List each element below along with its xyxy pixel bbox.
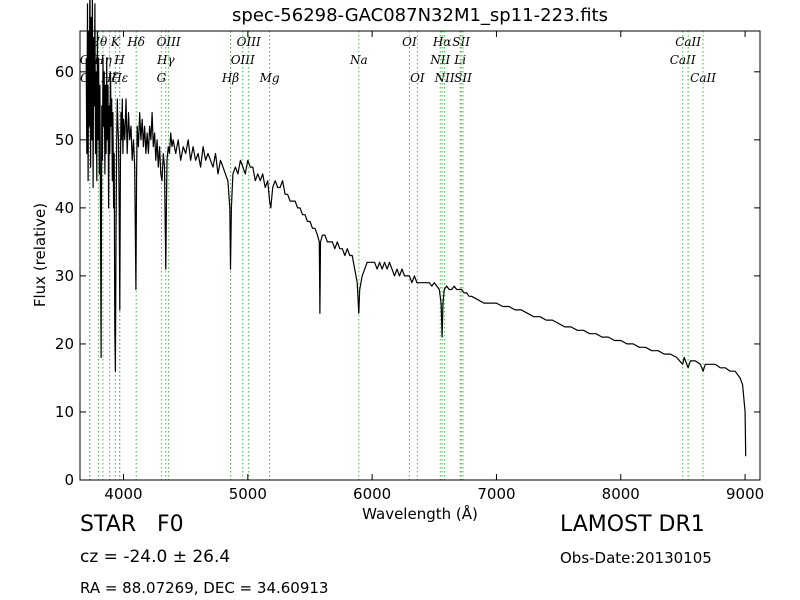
y-tick-label: 20: [55, 335, 74, 353]
x-tick-label: 4000: [104, 485, 142, 503]
spectral-line-label: Hδ: [126, 35, 145, 49]
spectral-line-label: CaII: [675, 35, 701, 49]
spectral-line-label: NII: [434, 71, 455, 85]
spectrum-line: [85, 0, 747, 457]
classification-label: STAR F0: [80, 512, 184, 537]
spectral-line-label: Mg: [259, 71, 280, 85]
redshift-label: cz = -24.0 ± 26.4: [80, 547, 231, 567]
x-tick-label: 5000: [229, 485, 267, 503]
y-tick-label: 30: [55, 267, 74, 285]
y-axis-label: Flux (relative): [31, 202, 49, 308]
spectral-line-label: G: [157, 71, 167, 85]
x-tick-label: 7000: [477, 485, 515, 503]
spectral-line-label: Na: [349, 53, 368, 67]
spectral-line-label: OIII: [157, 35, 181, 49]
x-tick-label: 9000: [726, 485, 764, 503]
survey-label: LAMOST DR1: [560, 512, 705, 537]
spectral-line-label: CaII: [670, 53, 696, 67]
spectral-line-label: Hε: [110, 71, 128, 85]
spectral-line-label: CaII: [690, 71, 716, 85]
x-tick-label: 8000: [602, 485, 640, 503]
y-tick-label: 40: [55, 199, 74, 217]
coordinates-label: RA = 88.07269, DEC = 34.60913: [80, 579, 329, 597]
y-tick-label: 60: [55, 63, 74, 81]
spectral-line-label: SII: [452, 35, 470, 49]
y-tick-label: 10: [55, 403, 74, 421]
spectral-line-label: Hβ: [221, 71, 239, 85]
spectral-line-label: Li: [453, 53, 466, 67]
x-tick-label: 6000: [353, 485, 391, 503]
spectral-line-label: K: [110, 35, 121, 49]
spectral-line-label: OI: [402, 35, 417, 49]
spectral-line-label: Hα: [432, 35, 452, 49]
spectral-line-label: OI: [410, 71, 425, 85]
y-tick-label: 0: [64, 471, 74, 489]
spectral-line-label: NII: [429, 53, 450, 67]
spectral-line-label: SII: [454, 71, 472, 85]
spectral-line-label: OIII: [237, 35, 261, 49]
chart-title: spec-56298-GAC087N32M1_sp11-223.fits: [232, 5, 608, 26]
plot-frame: [79, 30, 761, 481]
x-axis-label: Wavelength (Å): [362, 505, 478, 523]
obs-date-label: Obs-Date:20130105: [560, 549, 712, 567]
y-tick-label: 50: [55, 131, 74, 149]
spectral-line-label: Hγ: [156, 53, 175, 67]
spectral-line-label: OIII: [231, 53, 255, 67]
